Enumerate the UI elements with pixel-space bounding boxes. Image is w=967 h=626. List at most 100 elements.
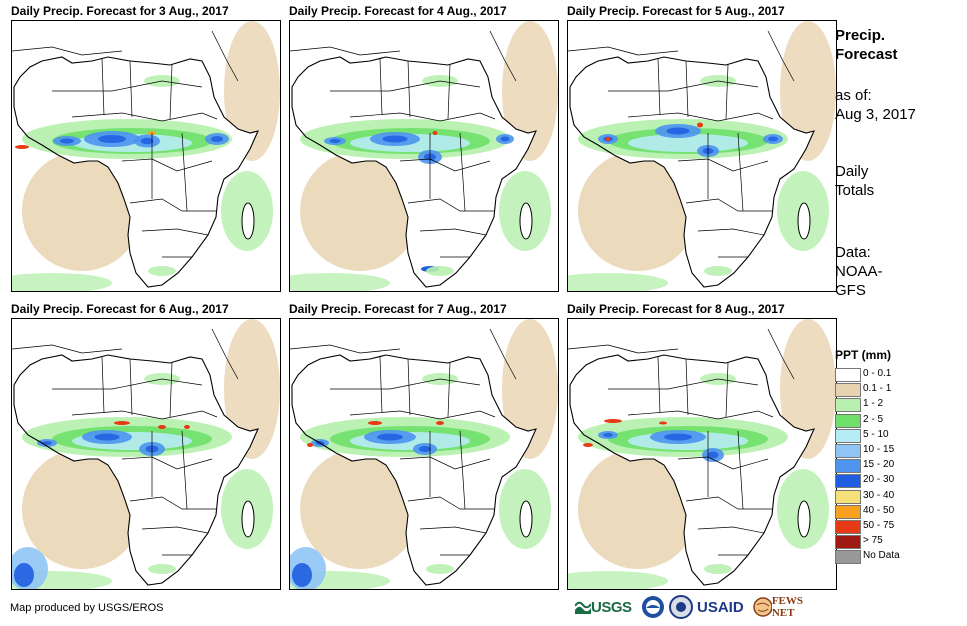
legend-label: 0 - 0.1	[863, 368, 892, 379]
country-border	[608, 378, 759, 390]
legend-swatch	[835, 368, 861, 382]
country-border	[129, 496, 216, 510]
coastline	[13, 354, 259, 586]
legend-item: 15 - 20	[835, 458, 955, 474]
legend-item: 5 - 10	[835, 428, 955, 443]
extreme-rain-cell	[432, 131, 438, 135]
legend-label: 30 - 40	[863, 489, 895, 501]
extreme-rain-cell	[604, 419, 622, 423]
africa-map-svg	[12, 319, 280, 589]
extreme-rain-cell	[114, 421, 130, 425]
country-border	[379, 356, 451, 418]
rain-belt	[628, 134, 748, 152]
extreme-rain-cell	[697, 122, 703, 128]
coastline	[291, 56, 537, 288]
legend-item: 30 - 40	[835, 489, 955, 504]
panel-title: Daily Precip. Forecast for 6 Aug., 2017	[11, 302, 229, 316]
africa-landmass	[14, 355, 258, 585]
legend-item: 40 - 50	[835, 504, 955, 519]
legend-swatch	[835, 383, 861, 398]
country-border	[407, 496, 494, 510]
usgs-logo: USGS	[575, 595, 632, 619]
ocean-drizzle-area	[22, 449, 142, 569]
extreme-rain-cell	[659, 421, 667, 425]
heavy-rain-cell	[707, 451, 719, 459]
country-border	[489, 328, 517, 380]
heading-line: Precip.	[835, 27, 886, 44]
heavy-rain-cell	[377, 433, 403, 441]
country-border	[429, 132, 466, 212]
extreme-rain-cell	[158, 425, 166, 429]
heavy-rain-cell	[382, 135, 408, 143]
country-border	[52, 378, 203, 390]
legend-swatch	[835, 550, 861, 565]
ocean-drizzle-area	[502, 319, 558, 459]
country-border	[379, 58, 451, 120]
heavy-rain-cell	[664, 433, 692, 441]
legend-label: 5 - 10	[863, 428, 889, 440]
fews-globe-icon	[753, 597, 772, 617]
country-border	[141, 228, 209, 236]
extreme-rain-cell	[15, 145, 29, 149]
legend-item: No Data	[835, 549, 955, 565]
country-border	[707, 132, 744, 212]
dos-seal-logo	[669, 595, 693, 619]
legend-item: 0 - 0.1	[835, 367, 955, 382]
legend-label: 2 - 5	[863, 413, 884, 425]
heavy-rain-cell	[768, 136, 778, 142]
data-source-line: NOAA-	[835, 263, 883, 280]
precip-map	[289, 318, 559, 590]
coastline	[569, 354, 815, 586]
legend-swatch	[835, 504, 861, 519]
heading-line: Forecast	[835, 46, 898, 63]
country-border	[767, 328, 795, 380]
legend-label: 0.1 - 1	[863, 383, 892, 395]
africa-map-svg	[290, 319, 558, 589]
heavy-rain-cell	[60, 138, 74, 144]
country-border	[429, 430, 466, 510]
ocean-drizzle-area	[300, 449, 420, 569]
panel-title: Daily Precip. Forecast for 7 Aug., 2017	[289, 302, 507, 316]
extreme-rain-cell	[368, 421, 382, 425]
extreme-rain-cell	[605, 137, 611, 141]
heavy-rain-cell	[500, 136, 510, 142]
madagascar	[797, 500, 811, 538]
legend-item: > 75	[835, 534, 955, 550]
credit-text: Map produced by USGS/EROS	[10, 602, 164, 614]
precip-map	[567, 318, 837, 590]
africa-landmass	[570, 355, 814, 585]
ocean-drizzle-area	[780, 319, 836, 459]
panel-title: Daily Precip. Forecast for 3 Aug., 2017	[11, 4, 229, 18]
ocean-rain-area	[290, 273, 390, 291]
africa-landmass	[570, 57, 814, 287]
daily-totals: Daily Totals	[835, 162, 874, 200]
country-border	[627, 112, 774, 122]
heavy-rain-cell	[329, 139, 341, 143]
legend-swatch	[835, 519, 861, 534]
country-border	[141, 526, 209, 534]
legend-label: 50 - 75	[863, 519, 895, 531]
country-border	[399, 456, 491, 470]
country-border	[399, 158, 491, 172]
precip-map	[11, 20, 281, 292]
fews-net-logo: FEWS NET	[753, 595, 825, 619]
legend-swatch	[835, 443, 861, 458]
data-source: Data: NOAA- GFS	[835, 243, 883, 300]
heavy-rain-cell	[603, 433, 613, 437]
light-rain-area	[426, 564, 454, 574]
storm-area	[14, 563, 34, 587]
europe-coast	[12, 344, 123, 354]
legend-swatch	[835, 459, 861, 474]
madagascar	[519, 202, 533, 240]
light-rain-area	[704, 266, 732, 276]
ocean-rain-area	[12, 273, 112, 291]
africa-landmass	[292, 57, 536, 287]
madagascar	[519, 500, 533, 538]
ocean-rain-area	[568, 273, 668, 291]
legend-label: > 75	[863, 535, 883, 547]
light-rain-area	[704, 564, 732, 574]
country-border	[129, 198, 216, 212]
country-border	[71, 410, 218, 420]
country-border	[657, 356, 729, 418]
panel-title: Daily Precip. Forecast for 4 Aug., 2017	[289, 4, 507, 18]
